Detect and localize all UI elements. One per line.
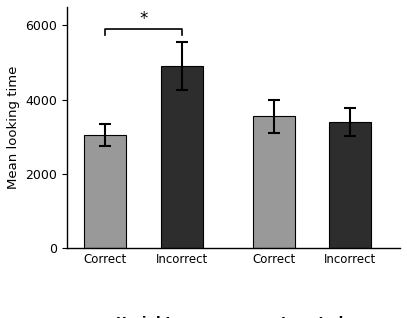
- Text: Upright: Upright: [115, 315, 172, 318]
- Y-axis label: Mean looking time: Mean looking time: [7, 66, 20, 189]
- Bar: [329, 122, 371, 248]
- Bar: [161, 66, 203, 248]
- Bar: [253, 116, 295, 248]
- Text: Inverted: Inverted: [280, 315, 344, 318]
- Text: *: *: [140, 10, 148, 28]
- Bar: [84, 135, 127, 248]
